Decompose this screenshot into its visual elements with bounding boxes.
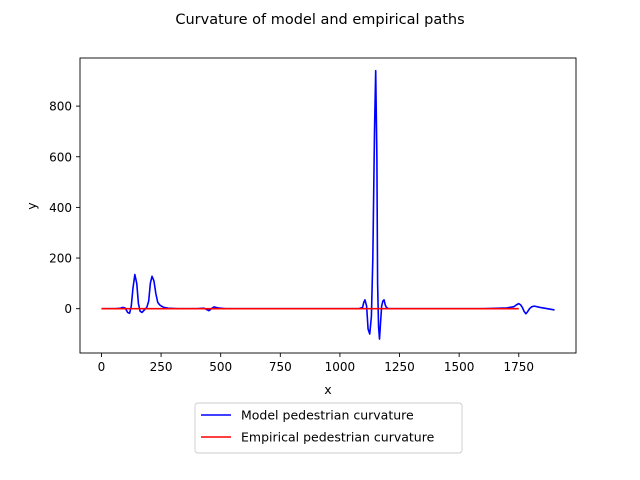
x-tick-label: 1000	[325, 360, 356, 374]
x-tick-label: 1250	[384, 360, 415, 374]
x-tick-label: 750	[269, 360, 292, 374]
plot-frame	[79, 57, 577, 354]
y-tick-label: 600	[49, 150, 72, 164]
y-tick-label: 0	[64, 302, 72, 316]
y-tick-label: 200	[49, 252, 72, 266]
y-axis: 0 200 400 600 800	[49, 100, 80, 316]
y-tick-label: 800	[49, 100, 72, 114]
x-tick-label: 500	[209, 360, 232, 374]
plot-series-group	[101, 69, 555, 340]
x-tick-label: 1500	[444, 360, 475, 374]
y-axis-label: y	[24, 202, 39, 210]
y-tick-label: 400	[49, 201, 72, 215]
legend: Model pedestrian curvature Empirical ped…	[194, 402, 463, 454]
legend-label-empirical: Empirical pedestrian curvature	[241, 430, 435, 445]
x-axis: 0 250 500 750 1000 1250 1500 1750	[98, 353, 534, 374]
legend-label-model: Model pedestrian curvature	[241, 408, 414, 423]
chart-title: Curvature of model and empirical paths	[175, 12, 464, 28]
x-tick-label: 250	[150, 360, 173, 374]
x-axis-label: x	[324, 382, 331, 397]
x-tick-label: 0	[98, 360, 106, 374]
series-line-model	[101, 69, 555, 340]
legend-box	[194, 402, 463, 454]
x-tick-label: 1750	[503, 360, 534, 374]
